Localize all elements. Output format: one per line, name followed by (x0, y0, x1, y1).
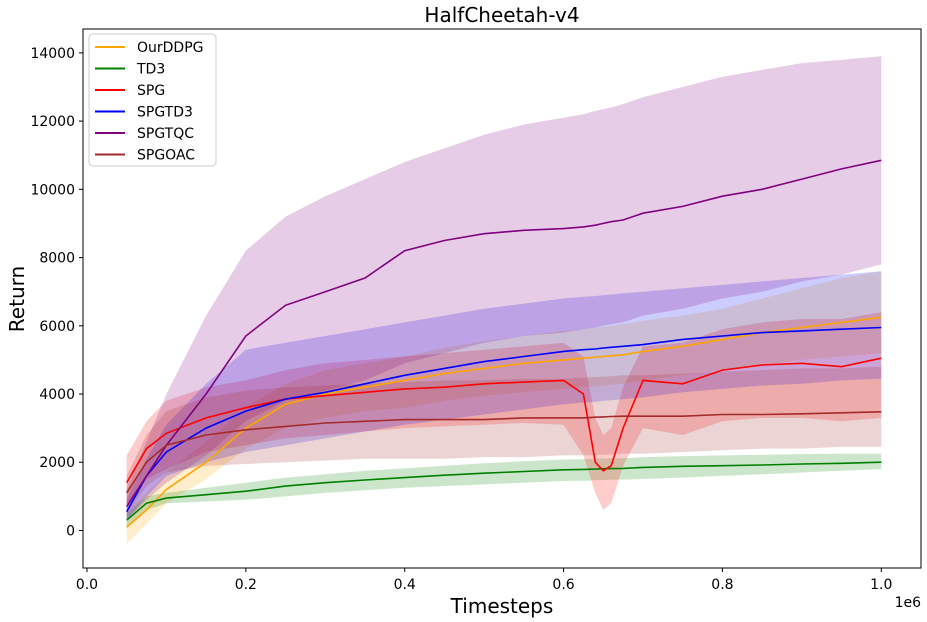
y-tick-label: 2000 (39, 455, 75, 471)
line-spgtd3 (125, 326, 882, 513)
legend-label: SPGOAC (137, 148, 195, 164)
confidence-bands (126, 56, 882, 545)
line-spg (126, 357, 882, 484)
y-tick-label: 8000 (39, 251, 75, 267)
x-tick-label: 0.0 (76, 577, 98, 593)
y-tick-label: 14000 (30, 46, 75, 62)
line-ourddpg (126, 316, 882, 528)
x-tick-label: 0.4 (394, 577, 416, 593)
line-spgoac (126, 411, 882, 494)
x-axis-ticks: 0.0 0.2 0.4 0.6 0.8 1.0 (76, 568, 892, 593)
legend: OurDDPG TD3 SPG SPGTD3 SPGTQC SPGOAC (88, 33, 217, 167)
band-spgtd3 (126, 271, 882, 521)
y-tick-label: 0 (66, 523, 75, 539)
y-tick-label: 4000 (39, 387, 75, 403)
x-tick-label: 0.2 (235, 577, 257, 593)
y-tick-label: 12000 (30, 114, 75, 130)
line-spgtqc (126, 159, 882, 508)
y-tick-label: 10000 (30, 182, 75, 198)
line-td3 (126, 461, 882, 521)
x-tick-label: 0.6 (552, 577, 574, 593)
legend-label: SPGTQC (137, 126, 194, 142)
x-tick-label: 1.0 (870, 577, 892, 593)
band-td3 (126, 453, 882, 528)
band-spgoac (126, 366, 882, 514)
legend-label: SPGTD3 (137, 105, 193, 121)
legend-label: OurDDPG (137, 40, 204, 56)
series-lines (125, 159, 882, 528)
band-spg (126, 312, 882, 510)
y-tick-label: 6000 (39, 319, 75, 335)
y-axis-ticks: 0 2000 4000 6000 8000 10000 12000 14000 (30, 46, 83, 539)
legend-label: SPG (137, 83, 165, 99)
x-axis-label: Timesteps (450, 594, 554, 618)
band-spgtqc (126, 56, 882, 521)
y-axis-label: Return (5, 266, 29, 332)
x-axis-offset-label: 1e6 (895, 595, 922, 611)
band-ourddpg (126, 271, 882, 545)
chart-title: HalfCheetah-v4 (424, 3, 579, 27)
legend-label: TD3 (136, 62, 165, 78)
plot-frame (82, 28, 922, 569)
x-tick-label: 0.8 (711, 577, 733, 593)
